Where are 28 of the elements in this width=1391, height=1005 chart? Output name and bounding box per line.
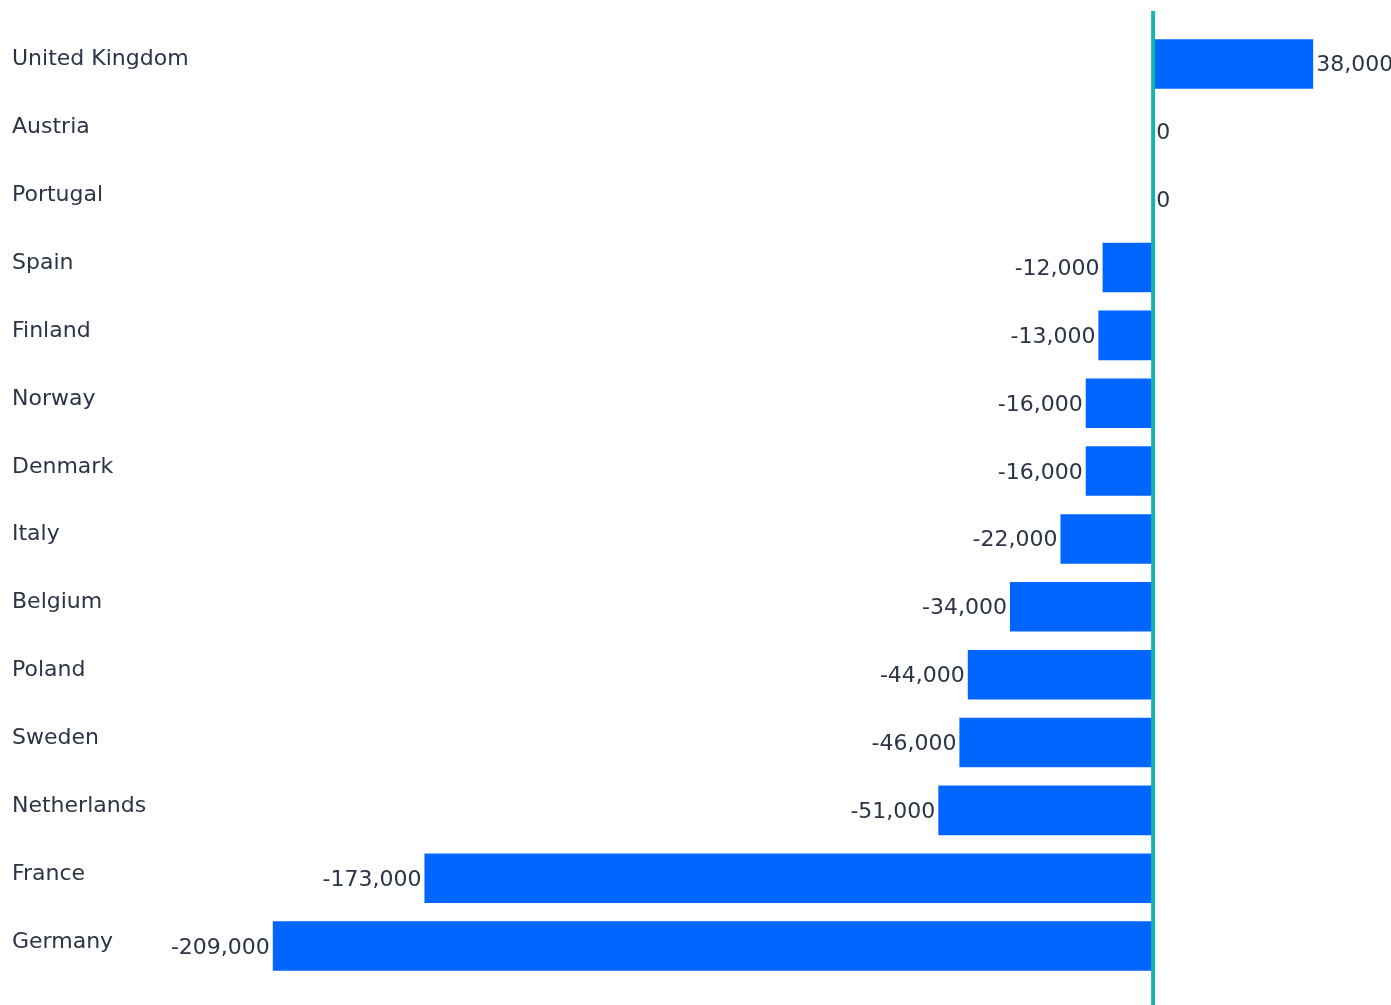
y-tick-label: Austria [12, 113, 90, 138]
data-label: -173,000 [322, 865, 422, 891]
data-label: -16,000 [997, 458, 1083, 484]
data-label: -44,000 [879, 662, 965, 688]
data-label: -51,000 [850, 797, 936, 823]
y-tick-label: Norway [12, 385, 96, 410]
y-tick-label: Belgium [12, 588, 103, 613]
y-tick-label: Netherlands [12, 792, 147, 817]
data-label: -34,000 [922, 594, 1007, 620]
data-label: -16,000 [997, 390, 1083, 416]
y-tick-label: Finland [12, 317, 91, 342]
y-tick-label: Portugal [12, 181, 104, 206]
data-label: 0 [1156, 187, 1171, 213]
data-label: -209,000 [170, 933, 270, 959]
y-tick-label: Germany [12, 928, 114, 953]
data-label: -12,000 [1014, 255, 1100, 280]
y-tick-label: Spain [12, 249, 74, 274]
data-label: 38,000 [1316, 51, 1391, 77]
data-label: 0 [1156, 119, 1171, 145]
y-tick-label: Denmark [12, 453, 114, 478]
y-tick-label: Sweden [12, 724, 99, 749]
y-tick-label: Italy [12, 520, 60, 545]
data-label: -22,000 [972, 526, 1058, 552]
y-tick-label: United Kingdom [12, 45, 189, 70]
y-tick-label: France [12, 860, 86, 885]
y-tick-label: Poland [12, 656, 86, 681]
data-label: -46,000 [871, 730, 957, 755]
data-label: -13,000 [1010, 322, 1096, 348]
